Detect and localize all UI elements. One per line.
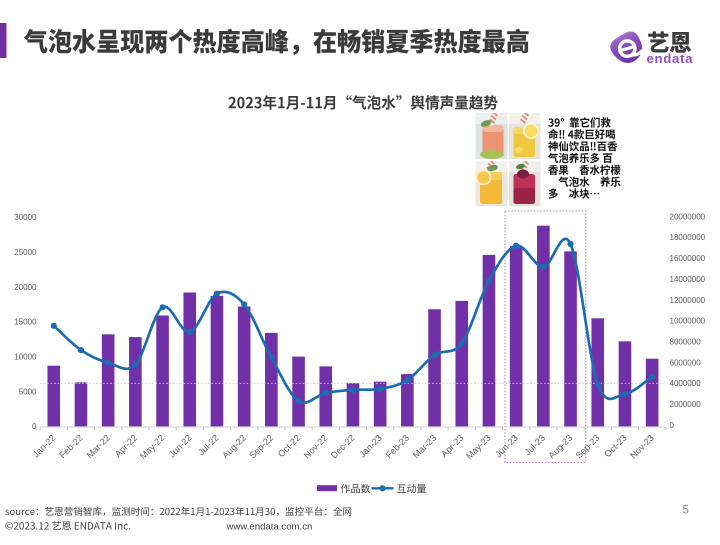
svg-text:10000000: 10000000 bbox=[670, 317, 706, 326]
svg-text:15000: 15000 bbox=[14, 318, 37, 327]
svg-text:8000000: 8000000 bbox=[670, 338, 702, 347]
svg-text:20000000: 20000000 bbox=[670, 212, 706, 221]
svg-text:20000: 20000 bbox=[14, 283, 37, 292]
svg-text:www.endata.com.cn: www.endata.com.cn bbox=[226, 522, 313, 533]
svg-text:5: 5 bbox=[683, 505, 689, 517]
svg-text:endata: endata bbox=[647, 51, 694, 66]
svg-text:25000: 25000 bbox=[14, 248, 37, 257]
svg-text:18000000: 18000000 bbox=[670, 233, 706, 242]
svg-text:0: 0 bbox=[32, 422, 37, 431]
svg-text:4000000: 4000000 bbox=[670, 379, 702, 388]
svg-text:30000: 30000 bbox=[14, 213, 37, 222]
svg-text:0: 0 bbox=[670, 421, 675, 430]
svg-text:12000000: 12000000 bbox=[670, 296, 706, 305]
svg-text:16000000: 16000000 bbox=[670, 254, 706, 263]
svg-text:2000000: 2000000 bbox=[670, 400, 702, 409]
svg-text:5000: 5000 bbox=[19, 387, 37, 396]
svg-text:6000000: 6000000 bbox=[670, 358, 702, 367]
svg-text:10000: 10000 bbox=[14, 353, 37, 362]
svg-text:14000000: 14000000 bbox=[670, 275, 706, 284]
